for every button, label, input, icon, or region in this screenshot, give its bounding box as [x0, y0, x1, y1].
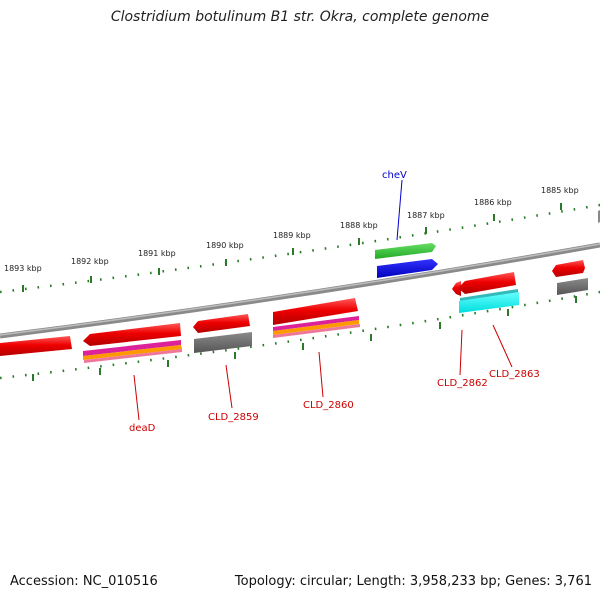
feature-cld-2863[interactable] — [458, 272, 519, 313]
feature-cds-outer-right[interactable] — [552, 260, 585, 277]
outer-tick-ring — [0, 203, 600, 294]
gene-label-chev[interactable]: cheV — [382, 170, 407, 181]
gene-label-dead[interactable]: deaD — [129, 423, 156, 434]
tick-label-1886: 1886 kbp — [474, 198, 512, 207]
tick-label-1891: 1891 kbp — [138, 249, 176, 258]
genome-summary: Topology: circular; Length: 3,958,233 bp… — [234, 574, 592, 589]
inner-major-ticks — [32, 296, 577, 381]
inner-tick-ring — [0, 290, 600, 380]
feature-chev-green[interactable] — [375, 243, 436, 259]
genome-backbone — [0, 242, 600, 339]
feature-dead[interactable] — [83, 323, 182, 363]
tick-label-1888: 1888 kbp — [340, 221, 378, 230]
feature-cds-far-left[interactable] — [0, 336, 72, 356]
gene-label-cld-2862[interactable]: CLD_2862 — [437, 378, 488, 389]
feature-cld-2862[interactable] — [452, 281, 461, 296]
tick-label-1890: 1890 kbp — [206, 241, 244, 250]
major-ticks — [22, 203, 562, 292]
gene-label-cld-2860[interactable]: CLD_2860 — [303, 400, 354, 411]
feature-gray-outer-right[interactable] — [557, 278, 588, 295]
tick-label-1893: 1893 kbp — [4, 264, 42, 273]
tick-label-1889: 1889 kbp — [273, 231, 311, 240]
feature-cld-2859[interactable] — [193, 314, 252, 353]
accession-label: Accession: NC_010516 — [10, 574, 158, 589]
feature-cld-2860[interactable] — [273, 298, 360, 338]
leader-lines — [133, 179, 513, 421]
gene-label-cld-2863[interactable]: CLD_2863 — [489, 369, 540, 380]
gene-label-cld-2859[interactable]: CLD_2859 — [208, 412, 259, 423]
map-title: Clostridium botulinum B1 str. Okra, comp… — [110, 9, 490, 25]
feature-chev-blue[interactable] — [377, 259, 438, 278]
tick-label-1892: 1892 kbp — [71, 257, 109, 266]
tick-label-1885: 1885 kbp — [541, 186, 579, 195]
tick-label-1887: 1887 kbp — [407, 211, 445, 220]
